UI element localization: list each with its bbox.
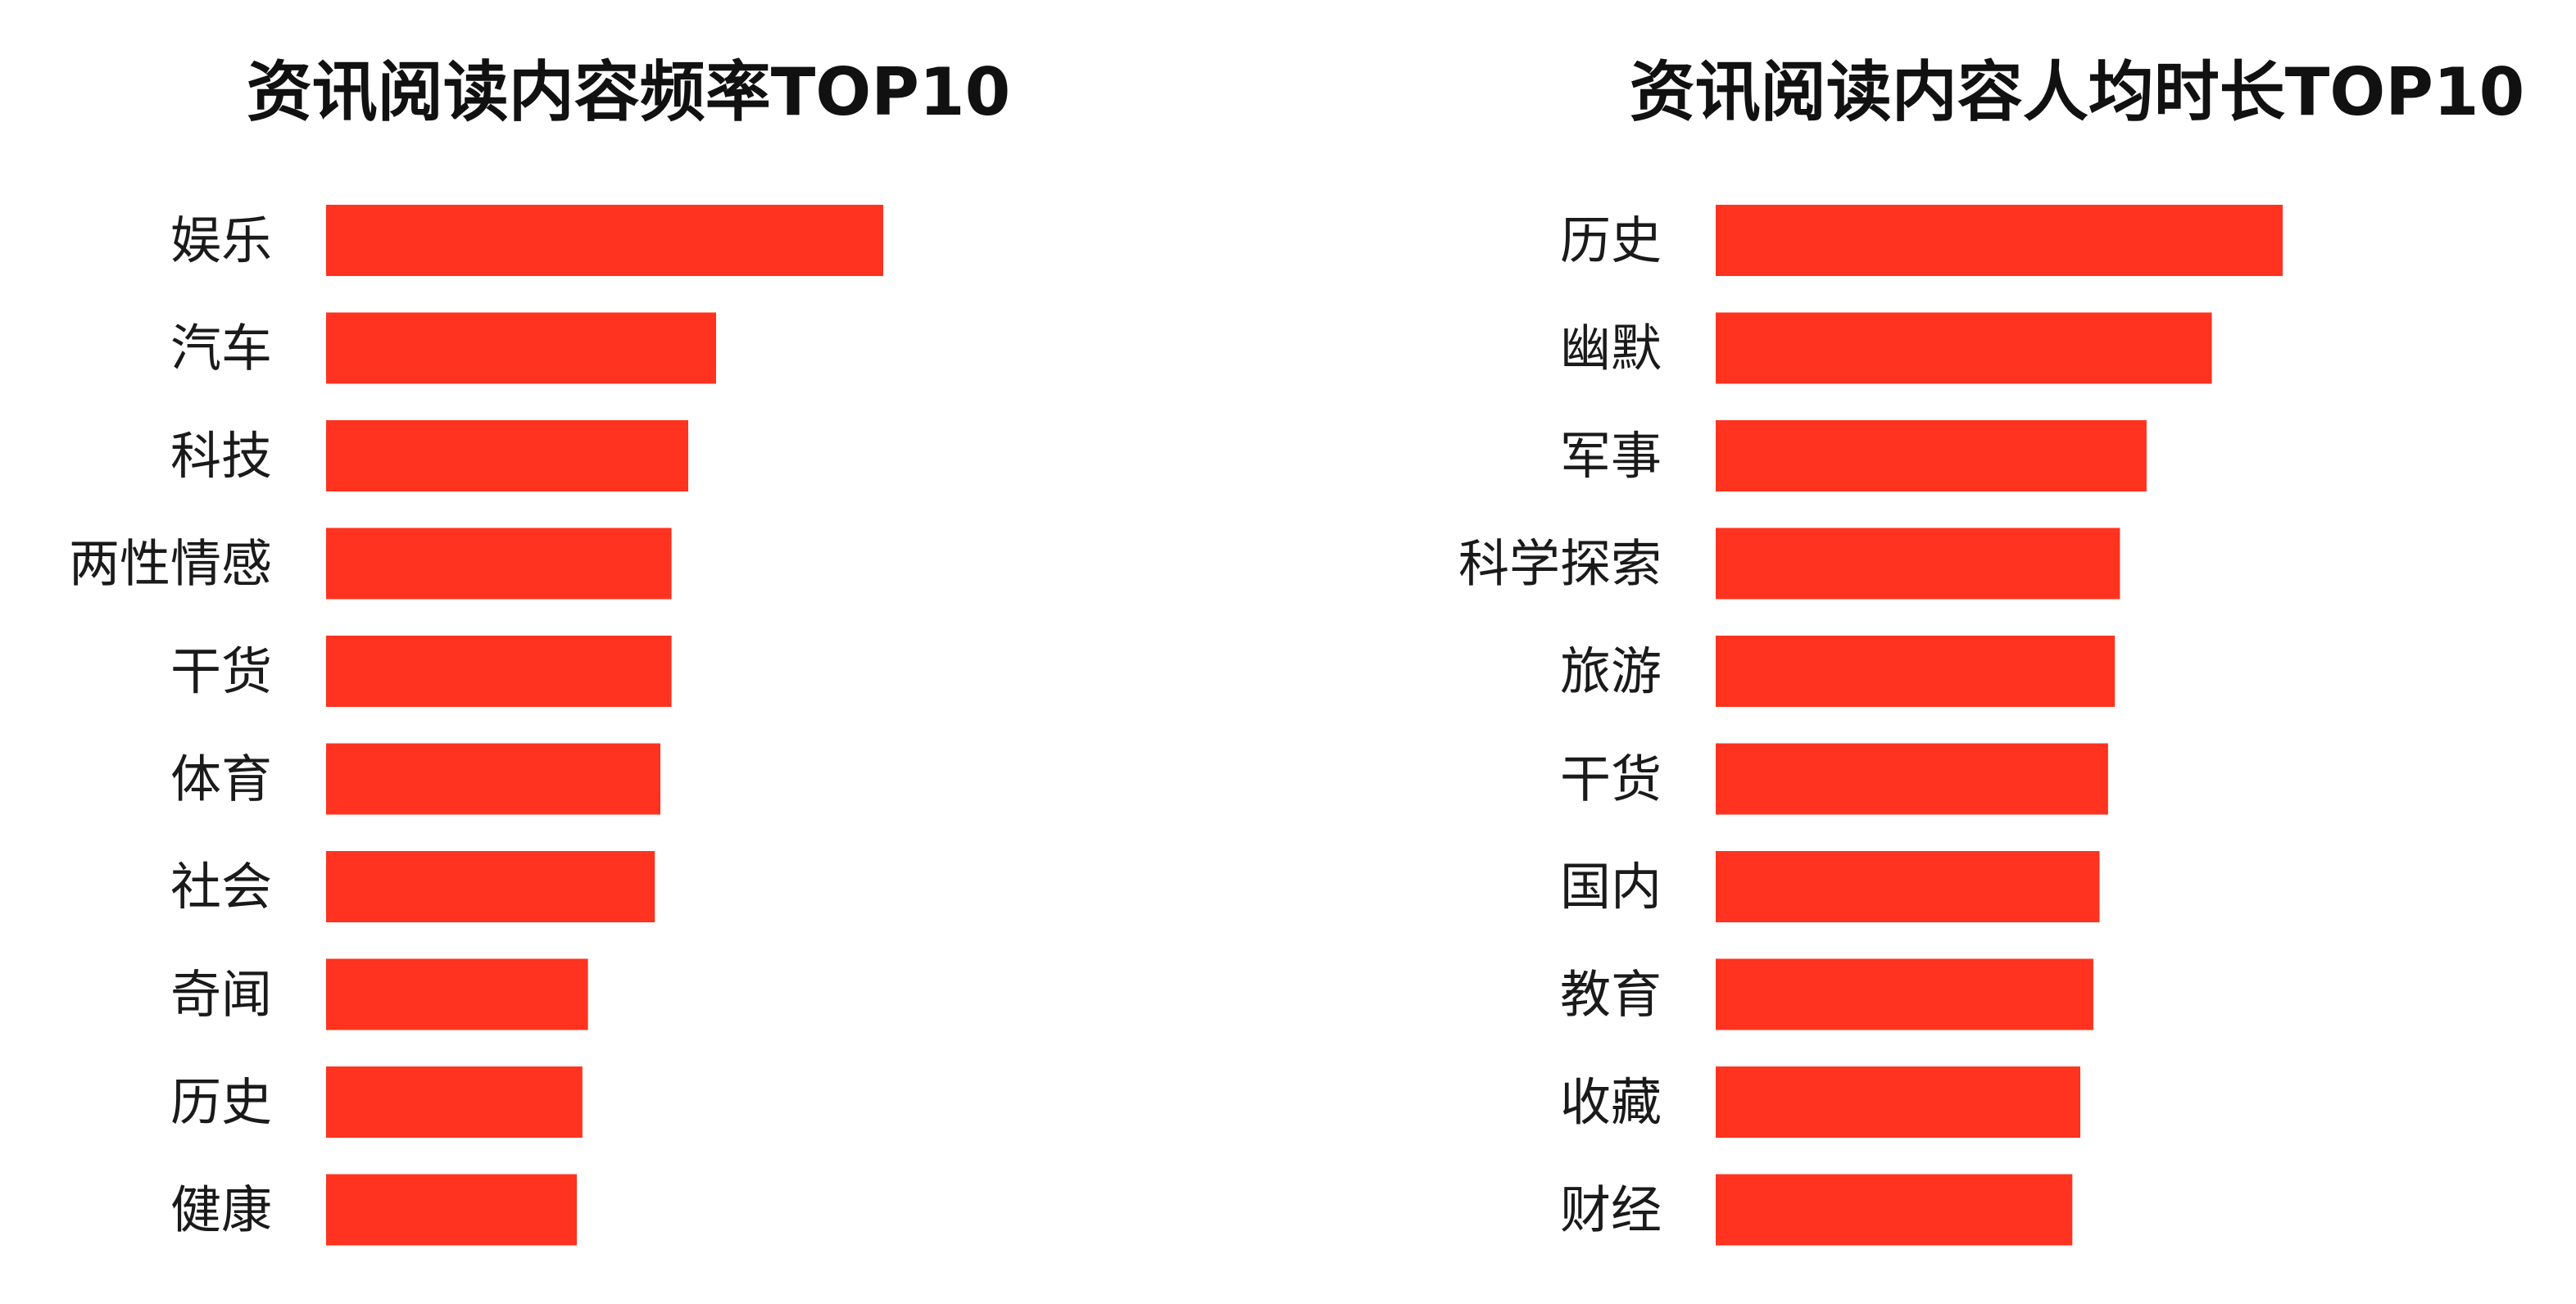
bar (326, 958, 588, 1030)
category-label: 历史 (1560, 211, 1662, 270)
bar (1716, 205, 2283, 276)
category-label: 幽默 (1560, 319, 1662, 378)
bar (326, 851, 655, 922)
bar (326, 743, 660, 815)
category-label: 收藏 (1560, 1072, 1662, 1132)
bar-group (1716, 205, 2283, 1246)
category-label: 历史 (170, 1072, 272, 1132)
category-label: 教育 (1560, 965, 1662, 1025)
bar (1716, 1066, 2080, 1138)
bar (1716, 636, 2116, 707)
category-label: 汽车 (170, 319, 272, 378)
bar (326, 636, 672, 707)
bar (1716, 527, 2120, 600)
category-label: 娱乐 (170, 211, 272, 270)
category-label: 奇闻 (170, 965, 272, 1025)
chart-title: 资讯阅读内容频率TOP10 (247, 54, 1011, 130)
category-label: 科技 (170, 426, 272, 486)
bar (1716, 958, 2093, 1030)
chart-title: 资讯阅读内容人均时长TOP10 (1630, 54, 2525, 130)
bar (1716, 743, 2108, 815)
bar (326, 1066, 583, 1138)
category-label: 两性情感 (69, 534, 272, 594)
bar (326, 1174, 577, 1246)
bar-group (326, 205, 883, 1246)
bar (1716, 1174, 2073, 1246)
bar (326, 420, 688, 491)
category-label: 干货 (170, 641, 272, 701)
category-label: 旅游 (1560, 641, 1662, 701)
category-label: 国内 (1560, 857, 1662, 917)
bar (326, 205, 883, 276)
bar (1716, 420, 2147, 491)
bar (326, 312, 716, 384)
category-label: 社会 (170, 857, 272, 917)
category-label: 财经 (1560, 1180, 1662, 1240)
bar (1716, 851, 2100, 922)
bar (1716, 312, 2212, 384)
category-label: 科学探索 (1458, 534, 1662, 594)
category-label: 体育 (170, 749, 272, 809)
category-label: 军事 (1560, 426, 1662, 486)
bar (326, 527, 672, 600)
category-label: 健康 (170, 1180, 272, 1240)
category-label: 干货 (1560, 749, 1662, 809)
